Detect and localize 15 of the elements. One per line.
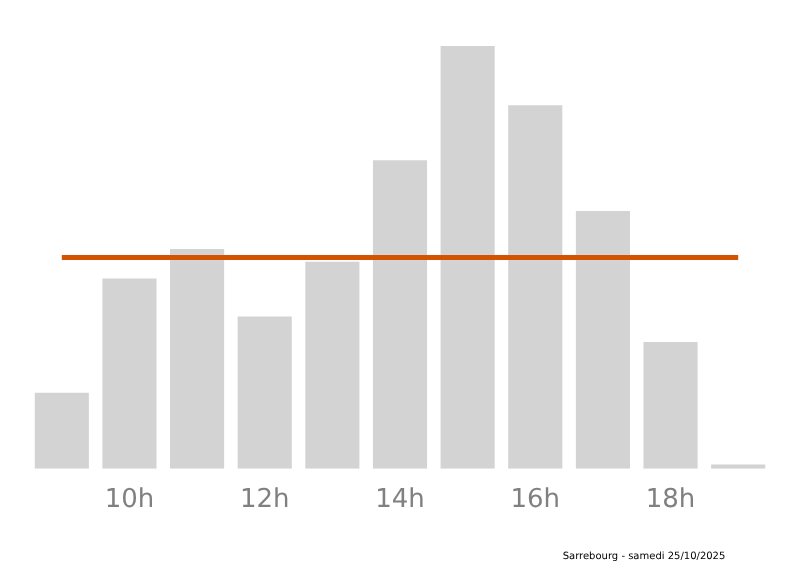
bar [34, 392, 89, 469]
x-tick-label: 14h [375, 485, 425, 516]
bar [372, 160, 428, 469]
bar [575, 210, 630, 469]
bar [305, 261, 360, 469]
x-tick-label: 16h [510, 485, 561, 516]
x-tick-label: 10h [104, 485, 155, 516]
bar [237, 316, 292, 469]
bar [170, 248, 225, 469]
x-tick-label: 18h [645, 485, 696, 516]
bar [440, 46, 495, 469]
bar [102, 278, 157, 469]
bar [508, 105, 563, 469]
x-tick-label: 12h [239, 485, 290, 516]
bar [643, 341, 698, 469]
